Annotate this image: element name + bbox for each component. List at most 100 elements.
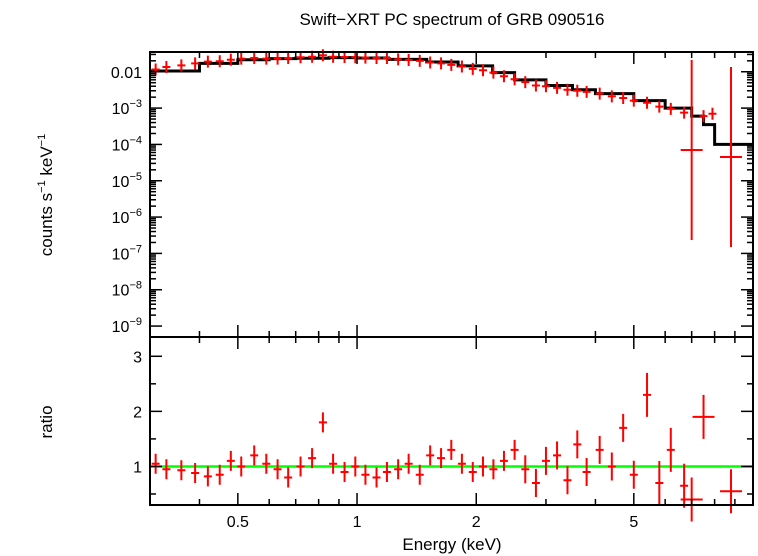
spectrum-data-points (151, 49, 743, 248)
ratio-data-point (541, 446, 550, 475)
spectrum-panel: 0.01 10−3 10−4 10−5 10−6 10−7 10−8 10−9 counts … (36, 49, 754, 338)
y-tick-label: 10−6 (112, 207, 142, 227)
ratio-data-point (619, 413, 628, 442)
spectrum-data-point (699, 110, 708, 123)
spectrum-data-point (284, 51, 293, 64)
ratio-data-point (215, 464, 224, 485)
spectrum-data-point (655, 100, 664, 113)
ratio-data-point (426, 445, 435, 466)
spectrum-data-point (720, 67, 743, 248)
spectrum-data-point (191, 57, 200, 70)
spectrum-data-point (680, 106, 689, 119)
spectrum-data-point (563, 83, 572, 96)
y-tick-label: 3 (133, 349, 142, 366)
ratio-data-point (457, 453, 466, 474)
y-tick-label: 10−7 (112, 243, 142, 263)
spectrum-data-point (541, 80, 550, 93)
spectrum-data-point (215, 55, 224, 68)
ratio-data-point (203, 466, 212, 487)
spectrum-data-point (262, 52, 271, 65)
ratio-data-point (531, 468, 540, 497)
x-tick-label: 5 (629, 514, 638, 531)
spectrum-data-point (510, 73, 519, 86)
spectrum-data-point (415, 54, 424, 67)
spectrum-data-point (372, 51, 381, 64)
spectrum-data-point (447, 58, 456, 71)
ratio-data-point (582, 457, 591, 486)
ratio-data-point (607, 452, 616, 481)
spectrum-data-point (680, 60, 703, 241)
ratio-data-point (262, 453, 271, 474)
ratio-data-point (595, 435, 604, 464)
ratio-data-point (510, 439, 519, 460)
spectrum-data-point (404, 54, 413, 67)
y-tick-label: 10−5 (112, 171, 142, 191)
spectrum-data-point (426, 56, 435, 69)
ratio-data-point (151, 453, 160, 474)
spectrum-data-point (296, 51, 305, 64)
spectrum-data-point (573, 84, 582, 97)
ratio-data-point (191, 463, 200, 484)
x-tick-label: 2 (472, 514, 481, 531)
ratio-data-point (629, 460, 638, 489)
ratio-data-point (372, 467, 381, 488)
x-tick-label: 1 (353, 514, 362, 531)
spectrum-data-point (708, 107, 717, 120)
ratio-data-point (404, 453, 413, 474)
ratio-data-point (563, 466, 572, 495)
spectrum-data-point (351, 51, 360, 64)
ratio-data-point (382, 461, 391, 482)
ratio-data-point (237, 456, 246, 477)
chart-title: Swift−XRT PC spectrum of GRB 090516 (299, 10, 604, 29)
spectrum-data-point (226, 53, 235, 66)
ratio-data-point (329, 453, 338, 474)
ratio-data-point (666, 427, 675, 472)
spectrum-data-point (553, 81, 562, 94)
ratio-panel-frame (149, 336, 754, 506)
spectrum-data-point (499, 70, 508, 83)
ratio-data-point (573, 430, 582, 459)
ratio-data-point (318, 412, 327, 433)
spectrum-data-point (382, 51, 391, 64)
y-tick-label: 10−4 (112, 134, 142, 154)
spectrum-data-point (457, 60, 466, 73)
ratio-data-point (643, 372, 652, 417)
spectrum-data-point (437, 57, 446, 70)
spectrum-data-point (361, 51, 370, 64)
ratio-y-axis-label: ratio (37, 405, 56, 438)
spectrum-data-point (250, 51, 259, 64)
spectrum-data-point (607, 90, 616, 103)
ratio-data-point (655, 460, 664, 505)
y-tick-label: 10−9 (112, 316, 142, 336)
spectrum-data-point (394, 53, 403, 66)
y-tick-label: 10−8 (112, 280, 142, 300)
spectrum-data-point (489, 66, 498, 79)
spectrum-data-point (643, 96, 652, 109)
spectrum-data-point (582, 85, 591, 98)
ratio-data-point (308, 448, 317, 469)
ratio-panel: 1 2 3 0.5 1 2 5 ratio Energy (keV) (37, 336, 754, 554)
spectrum-data-point (521, 76, 530, 89)
x-axis-label: Energy (keV) (402, 535, 501, 554)
spectrum-data-point (629, 94, 638, 107)
ratio-data-point (499, 450, 508, 471)
ratio-data-point (692, 394, 715, 439)
y-tick-label: 0.01 (111, 65, 142, 82)
spectrum-data-point (619, 91, 628, 104)
ratio-data-point (489, 459, 498, 480)
spectrum-data-point (595, 87, 604, 100)
spectrum-data-point (666, 102, 675, 115)
y-tick-label: 10−3 (112, 98, 142, 118)
y-tick-label: 2 (133, 404, 142, 421)
ratio-data-point (478, 456, 487, 477)
ratio-data-point (162, 459, 171, 480)
ratio-data-point (521, 455, 530, 484)
ratio-data-point (447, 439, 456, 460)
ratio-data-point (250, 445, 259, 466)
ratio-data-point (553, 441, 562, 470)
spectrum-data-point (478, 64, 487, 77)
ratio-data-point (296, 456, 305, 477)
ratio-data-point (415, 464, 424, 485)
spectrum-x-ticks (149, 52, 736, 337)
